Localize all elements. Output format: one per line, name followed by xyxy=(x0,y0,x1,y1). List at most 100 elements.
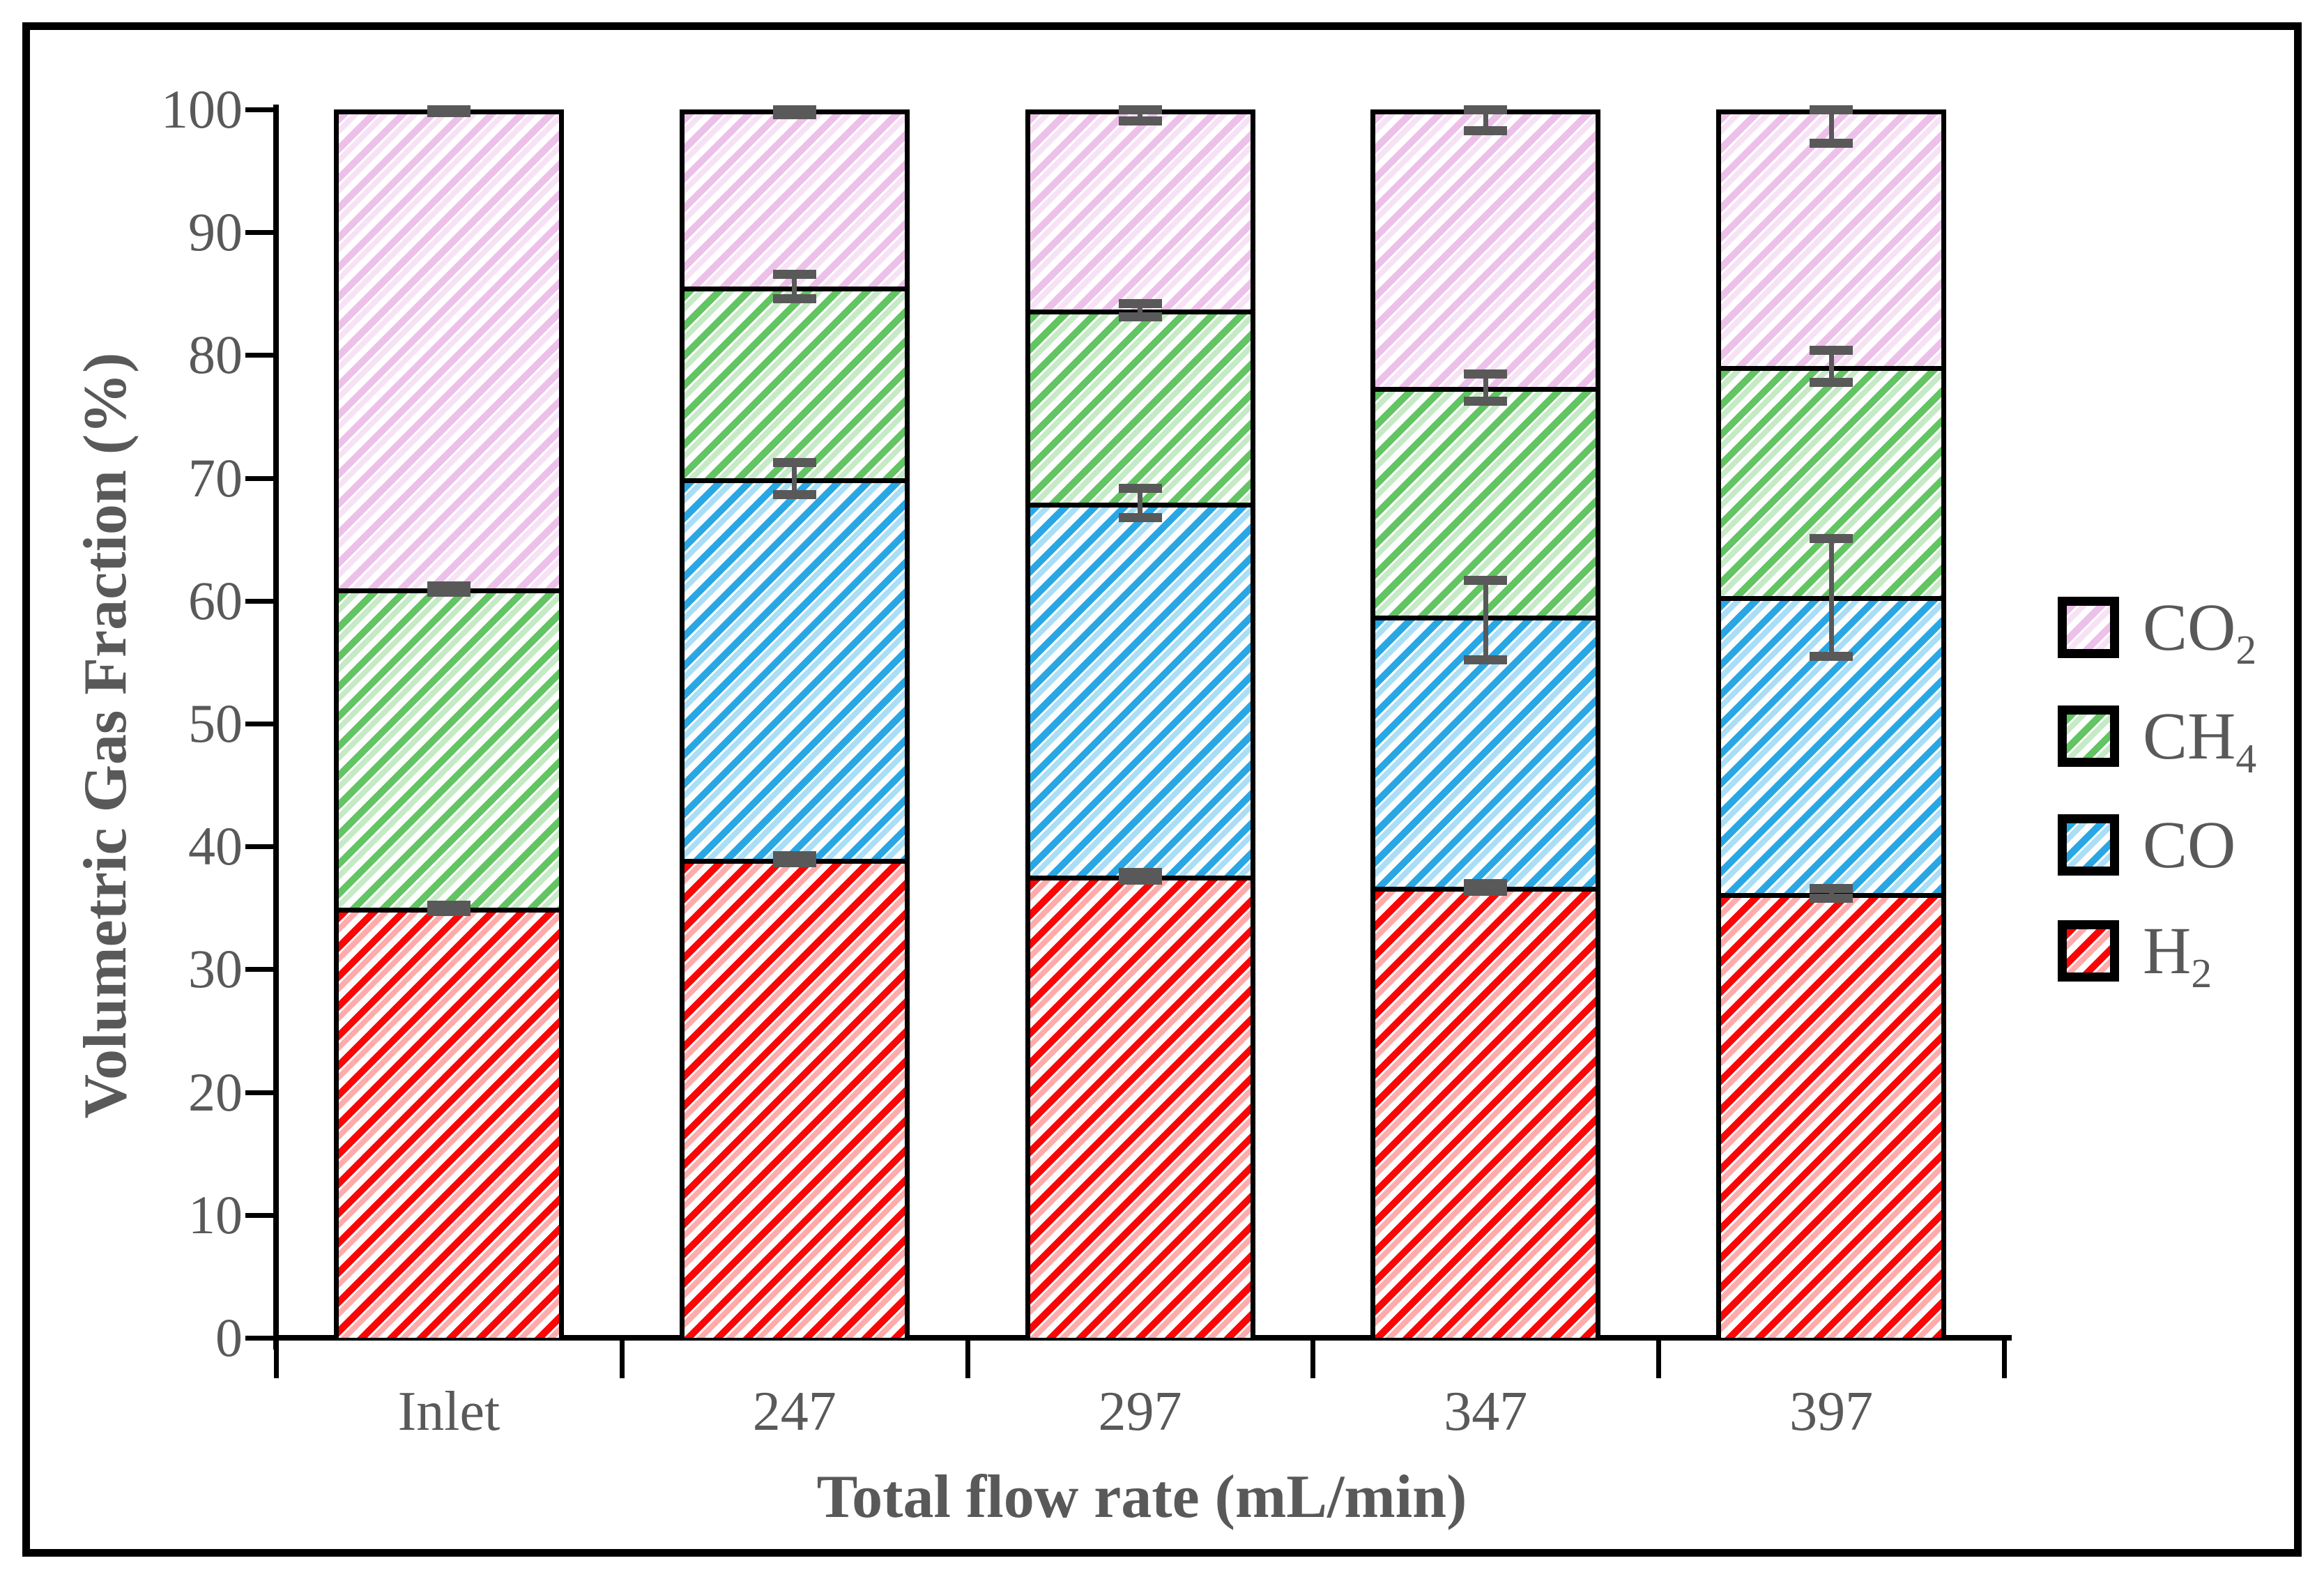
error-bar-cap xyxy=(1464,655,1508,665)
error-bar-cap xyxy=(1810,652,1853,662)
error-bar-whisker xyxy=(1828,109,1834,143)
y-tick xyxy=(245,598,276,604)
error-bar-whisker xyxy=(1828,350,1834,383)
error-bar-cap xyxy=(427,587,471,597)
error-bar-cap xyxy=(1464,105,1508,114)
error-bar-cap xyxy=(772,850,816,860)
y-tick xyxy=(245,844,276,850)
bar-segment-co2-397 xyxy=(1716,109,1947,367)
error-bar-cap xyxy=(772,489,816,499)
y-tick-label: 90 xyxy=(188,201,243,263)
y-tick xyxy=(245,1090,276,1095)
x-tick xyxy=(1310,1338,1316,1378)
error-bar-whisker xyxy=(792,462,797,494)
error-bar-cap xyxy=(1810,533,1853,543)
x-tick-label: Inlet xyxy=(397,1381,500,1442)
error-bar-cap xyxy=(1118,105,1162,114)
figure-border xyxy=(22,22,2302,1557)
bar-segment-co-247 xyxy=(679,478,910,859)
error-bar-cap xyxy=(1118,868,1162,878)
y-axis-line xyxy=(273,105,279,1350)
y-tick-label: 0 xyxy=(215,1307,243,1368)
y-tick-label: 10 xyxy=(188,1184,243,1245)
legend-label-co2: CO2 xyxy=(2143,590,2257,673)
error-bar-whisker xyxy=(1138,303,1142,316)
y-tick-label: 50 xyxy=(188,693,243,754)
y-tick-label: 100 xyxy=(161,79,243,139)
bar-segment-h2-297 xyxy=(1025,876,1255,1338)
error-bar-cap xyxy=(1810,894,1853,903)
error-bar-cap xyxy=(1464,886,1508,896)
error-bar-whisker xyxy=(1828,537,1834,657)
error-bar-cap xyxy=(1118,116,1162,125)
error-bar-cap xyxy=(1464,396,1508,406)
bar-segment-co2-347 xyxy=(1370,109,1601,388)
y-tick xyxy=(245,107,276,112)
error-bar-whisker xyxy=(1828,888,1834,899)
error-bar-whisker xyxy=(1138,109,1142,121)
bar-segment-ch4-Inlet xyxy=(333,588,564,908)
legend-label-ch4: CH4 xyxy=(2143,699,2257,782)
bar-segment-h2-247 xyxy=(679,858,910,1338)
error-bar-cap xyxy=(1118,312,1162,321)
error-bar-whisker xyxy=(1483,579,1488,660)
bar-segment-ch4-297 xyxy=(1025,310,1255,503)
error-bar-cap xyxy=(1118,298,1162,308)
legend-swatch-co-icon xyxy=(2058,814,2119,876)
y-tick-label: 60 xyxy=(188,570,243,631)
y-tick-label: 70 xyxy=(188,447,243,508)
x-tick xyxy=(619,1338,625,1378)
error-bar-cap xyxy=(1810,105,1853,114)
error-bar-whisker xyxy=(1483,109,1488,130)
x-tick xyxy=(965,1338,970,1378)
x-tick xyxy=(274,1338,279,1378)
y-tick xyxy=(245,722,276,726)
x-tick-label: 247 xyxy=(752,1381,836,1442)
bar-segment-co-297 xyxy=(1025,502,1255,876)
error-bar-whisker xyxy=(792,274,797,299)
error-bar-cap xyxy=(772,858,816,868)
bar-segment-ch4-247 xyxy=(679,286,910,478)
error-bar-cap xyxy=(1810,884,1853,894)
y-tick-label: 20 xyxy=(188,1061,243,1122)
y-tick-label: 40 xyxy=(188,816,243,877)
bar-segment-co2-297 xyxy=(1025,109,1255,310)
legend-label-co: CO xyxy=(2143,807,2236,882)
x-tick-label: 347 xyxy=(1444,1381,1528,1442)
y-axis-title: Volumetric Gas Fraction (%) xyxy=(72,352,139,1119)
y-tick xyxy=(245,967,276,972)
bar-segment-co-347 xyxy=(1370,615,1601,887)
x-tick-label: 397 xyxy=(1789,1381,1874,1442)
error-bar-whisker xyxy=(1483,373,1488,401)
error-bar-cap xyxy=(772,457,816,467)
y-tick xyxy=(245,230,276,236)
error-bar-cap xyxy=(772,294,816,304)
x-axis-title: Total flow rate (mL/min) xyxy=(816,1463,1467,1531)
error-bar-cap xyxy=(427,107,471,117)
error-bar-cap xyxy=(1118,483,1162,493)
y-tick-label: 80 xyxy=(188,324,243,386)
error-bar-cap xyxy=(1810,346,1853,356)
x-tick xyxy=(1656,1338,1662,1378)
bar-segment-co2-247 xyxy=(679,109,910,287)
y-tick-label: 30 xyxy=(188,938,243,1000)
legend-swatch-h2-icon xyxy=(2058,920,2119,982)
error-bar-cap xyxy=(1464,879,1508,889)
legend-label-h2: H2 xyxy=(2143,913,2212,997)
y-tick xyxy=(245,1336,276,1341)
y-tick xyxy=(245,353,276,358)
error-bar-cap xyxy=(772,270,816,280)
bar-segment-h2-Inlet xyxy=(333,908,564,1338)
y-tick xyxy=(245,1212,276,1218)
bar-segment-co2-Inlet xyxy=(333,109,564,589)
error-bar-cap xyxy=(1810,138,1853,148)
error-bar-cap xyxy=(1464,125,1508,135)
error-bar-cap xyxy=(1118,875,1162,885)
bar-segment-h2-397 xyxy=(1716,893,1947,1338)
error-bar-cap xyxy=(1118,512,1162,522)
legend-swatch-ch4-icon xyxy=(2058,705,2119,767)
y-tick xyxy=(245,475,276,481)
x-tick xyxy=(2002,1338,2007,1378)
error-bar-cap xyxy=(427,906,471,916)
